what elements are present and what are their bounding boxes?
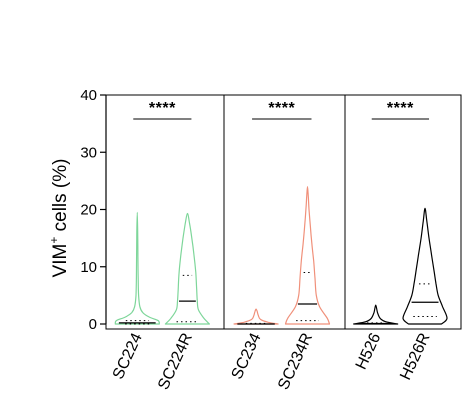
- violin-SC224: [114, 211, 160, 325]
- significance-label: ****: [387, 100, 414, 117]
- panel-frame-1: [105, 94, 225, 330]
- x-category-label: SC234: [229, 330, 265, 382]
- x-category-label: H526: [353, 330, 385, 372]
- y-axis-title-superscript: +: [47, 237, 61, 244]
- violin-SC234: [233, 308, 279, 325]
- y-tick-label: 0: [89, 316, 97, 333]
- y-tick-label: 30: [80, 144, 97, 161]
- x-category-label: SC224R: [155, 331, 196, 393]
- y-axis-title: VIM+ cells (%): [47, 159, 71, 278]
- significance-label: ****: [149, 100, 176, 117]
- y-axis: 0 10 20 30 40: [80, 87, 107, 333]
- violin-SC224R: [164, 212, 210, 325]
- violin-SC234R: [284, 186, 331, 325]
- y-axis-title-suffix: cells (%): [50, 159, 71, 237]
- x-category-label: SC234R: [275, 331, 316, 393]
- panel-frame-3: [344, 94, 462, 330]
- violin-H526R: [402, 207, 448, 325]
- y-axis-title-main: VIM: [50, 244, 71, 278]
- y-tick-label: 20: [80, 202, 97, 219]
- violin-H526: [353, 304, 399, 325]
- y-tick-label: 40: [80, 87, 97, 104]
- category-labels: SC224 SC224R SC234 SC234R H526 H526R: [110, 330, 434, 392]
- panel-frame-2: [223, 94, 346, 330]
- y-tick-label: 10: [80, 259, 97, 276]
- violins: [114, 186, 448, 325]
- x-category-label: H526R: [397, 331, 433, 383]
- panel-frames: [105, 94, 462, 330]
- significance-label: ****: [268, 100, 295, 117]
- x-category-label: SC224: [110, 330, 146, 382]
- significance-annotations: **** **** ****: [133, 100, 430, 120]
